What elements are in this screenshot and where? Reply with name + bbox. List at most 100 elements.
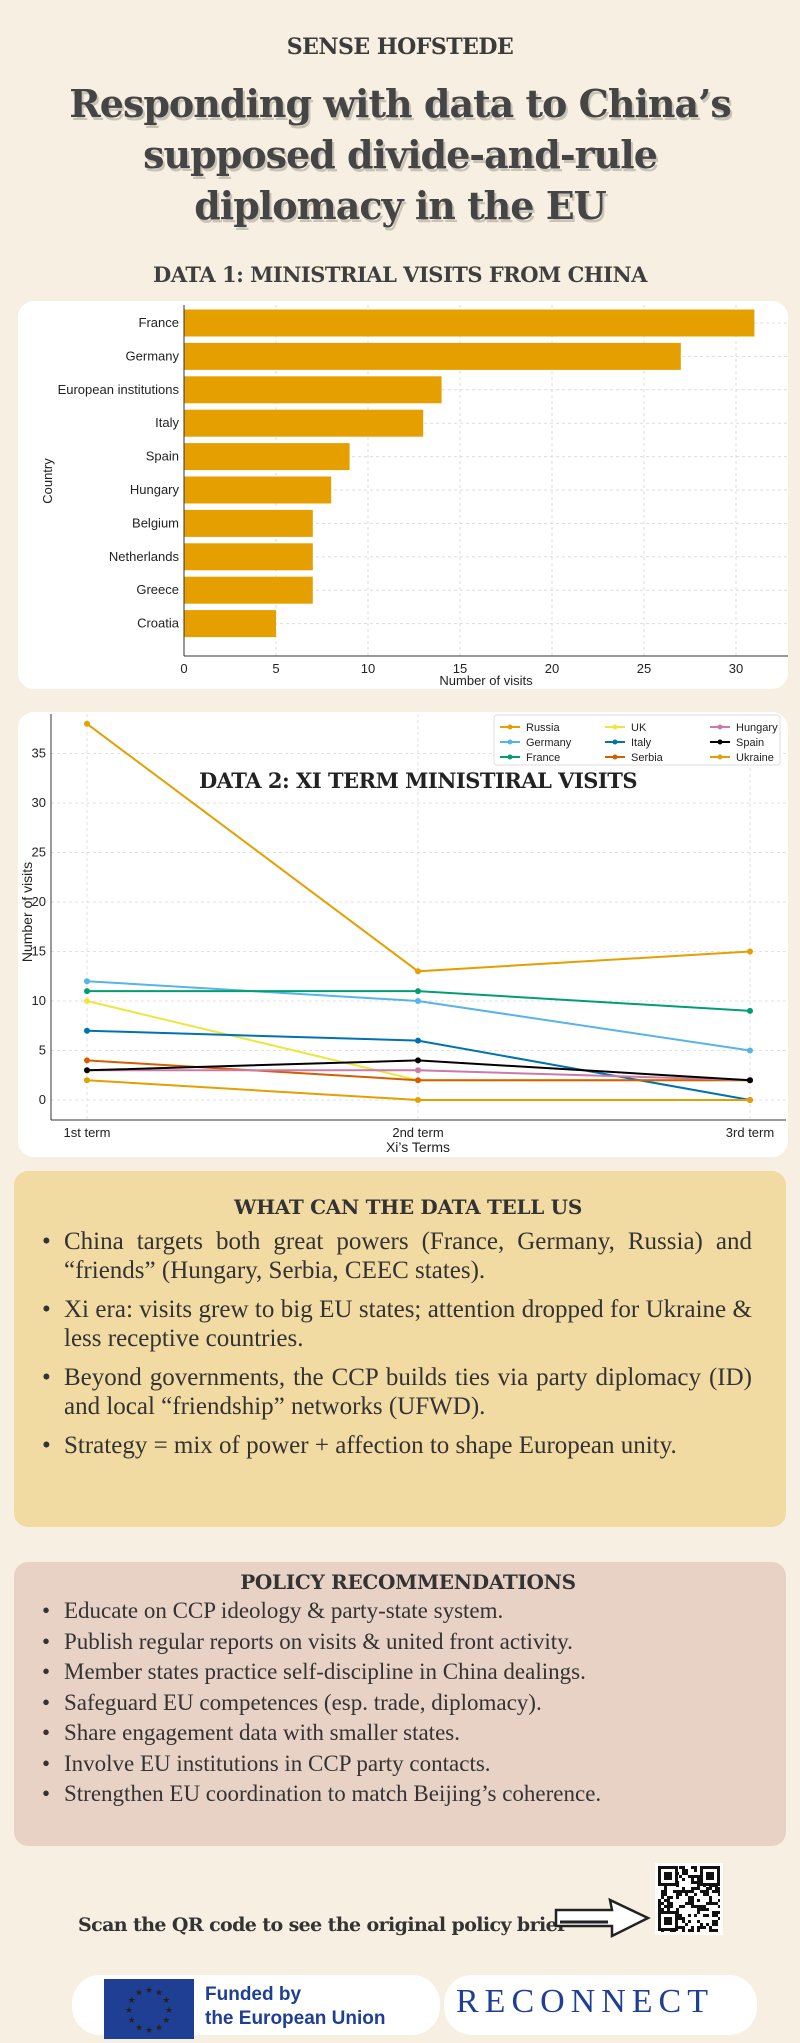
eu-funding-text: Funded by the European Union	[205, 1983, 386, 2031]
qr-code[interactable]	[655, 1863, 723, 1935]
legend-label: Russia	[526, 722, 561, 734]
series-serbia-point	[84, 1057, 90, 1064]
bar-chart: 0 5 10 15 20 25 30 France Germany European instit…	[40, 305, 788, 688]
legend-label: Germany	[526, 737, 572, 749]
eu-text-line2: the European Union	[205, 2008, 386, 2029]
page-title: Responding with data to China’s supposed…	[69, 81, 732, 228]
bar-germany	[184, 342, 681, 370]
y-tick-label: Hungary	[130, 482, 180, 497]
star-icon: ★	[162, 1995, 170, 2005]
star-icon: ★	[125, 2005, 133, 2015]
eu-flag-icon: ★ ★ ★ ★ ★ ★ ★ ★ ★ ★ ★ ★	[104, 1979, 194, 2039]
eu-text-line1: Funded by	[205, 1984, 302, 2005]
y-axis-label: Number of visits	[19, 862, 35, 962]
y-tick-label: France	[139, 315, 179, 330]
legend-marker	[507, 754, 513, 760]
y-tick-label: 5	[39, 1043, 46, 1058]
qr-code-icon	[658, 1866, 721, 1932]
x-tick-label: 30	[729, 661, 743, 676]
series-germany-point	[747, 1047, 753, 1054]
eu-funding-logo: ★ ★ ★ ★ ★ ★ ★ ★ ★ ★ ★ ★ Funded by the European Unio…	[72, 1975, 440, 2039]
insights-heading: WHAT CAN THE DATA TELL US	[234, 1195, 582, 1219]
y-tick-label: 30	[32, 795, 46, 810]
list-item: Involve EU institutions in CCP party con…	[42, 1749, 752, 1780]
insights-list: China targets both great powers (France,…	[42, 1227, 752, 1460]
series-ukraine-point	[747, 1097, 753, 1103]
series-france-point	[747, 1007, 753, 1014]
series-spain-point	[415, 1057, 421, 1064]
bar-hungary	[184, 476, 332, 504]
x-tick-label: 10	[361, 661, 375, 676]
x-tick-label: 25	[637, 661, 651, 676]
y-tick-label: 35	[32, 746, 46, 761]
chart-title: DATA 2: XI TERM MINISTIRAL VISITS	[199, 768, 637, 793]
star-icon: ★	[165, 2005, 173, 2015]
series-italy-point	[84, 1027, 90, 1034]
legend-label: Ukraine	[736, 752, 774, 764]
legend-marker	[507, 739, 513, 745]
bar-belgium	[184, 509, 313, 537]
legend-marker	[612, 724, 618, 730]
policy-recommendations-box: POLICY RECOMMENDATIONS Educate on CCP id…	[14, 1562, 786, 1846]
bar-italy	[184, 409, 424, 437]
y-tick-label: 0	[39, 1092, 46, 1107]
series-serbia-point	[415, 1077, 421, 1084]
bar-chart-card: 0 5 10 15 20 25 30 France Germany European instit…	[18, 301, 788, 689]
bar-france	[184, 309, 755, 337]
bar-european-institutions	[184, 376, 442, 404]
legend-marker	[507, 724, 513, 730]
star-icon: ★	[162, 2015, 170, 2025]
series-germany-point	[84, 978, 90, 985]
list-item: Educate on CCP ideology & party-state sy…	[42, 1596, 752, 1627]
series-russia-point	[747, 948, 753, 955]
y-tick-label: European institutions	[58, 382, 180, 397]
policy-heading: POLICY RECOMMENDATIONS	[240, 1570, 576, 1594]
series-germany-point	[415, 998, 421, 1004]
legend	[493, 714, 781, 766]
x-axis-label: Xi’s Terms	[386, 1139, 450, 1155]
legend-label: UK	[631, 722, 647, 734]
legend-marker	[612, 754, 618, 760]
x-tick-label: 3rd term	[726, 1125, 774, 1140]
series-uk-point	[84, 998, 90, 1004]
y-tick-label: Belgium	[132, 515, 179, 530]
x-tick-label: 1st term	[64, 1125, 111, 1140]
bar-croatia	[184, 610, 276, 638]
arrow-right-icon	[554, 1897, 651, 1939]
star-icon: ★	[135, 2022, 143, 2032]
list-item: China targets both great powers (France,…	[42, 1227, 752, 1285]
series-spain-point	[84, 1067, 90, 1074]
list-item: Share engagement data with smaller state…	[42, 1718, 752, 1749]
y-tick-label: 15	[32, 944, 46, 959]
bar-spain	[184, 443, 350, 471]
y-tick-label: Germany	[126, 348, 180, 363]
list-item: Strengthen EU coordination to match Beij…	[42, 1779, 752, 1810]
policy-list: Educate on CCP ideology & party-state sy…	[42, 1596, 752, 1810]
bar-netherlands	[184, 543, 313, 571]
organization-name: SENSE HOFSTEDE	[286, 34, 514, 60]
star-icon: ★	[128, 2015, 136, 2025]
reconnect-logo-text: RECONNECT	[456, 1983, 714, 2020]
x-tick-label: 0	[180, 661, 187, 676]
x-tick-label: 5	[272, 661, 279, 676]
list-item: Member states practice self-discipline i…	[42, 1657, 752, 1688]
series-italy-point	[415, 1037, 421, 1044]
legend-label: France	[526, 752, 560, 764]
series-ukraine-point	[84, 1077, 90, 1084]
list-item: Safeguard EU competences (esp. trade, di…	[42, 1688, 752, 1719]
list-item: Publish regular reports on visits & unit…	[42, 1627, 752, 1658]
legend-marker	[717, 754, 723, 760]
y-tick-label: 10	[32, 993, 46, 1008]
series-russia-point	[415, 968, 421, 975]
star-icon: ★	[135, 1988, 143, 1998]
x-tick-label: 15	[453, 661, 467, 676]
legend-marker	[717, 739, 723, 745]
list-item: Xi era: visits grew to big EU states; at…	[42, 1295, 752, 1353]
y-tick-label: Netherlands	[109, 549, 180, 564]
y-tick-label: 25	[32, 845, 46, 860]
y-tick-label: 20	[32, 894, 46, 909]
y-axis-label: Country	[40, 458, 55, 504]
x-tick-label: 20	[545, 661, 559, 676]
legend-label: Italy	[631, 737, 652, 749]
series-france-point	[415, 988, 421, 995]
